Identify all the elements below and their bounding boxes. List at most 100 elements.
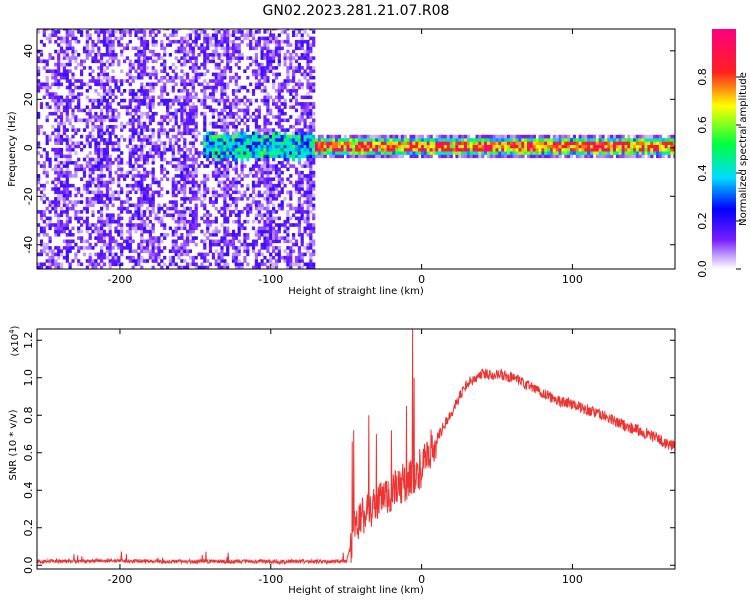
spectrogram-cell (94, 125, 98, 129)
spectrogram-cell (191, 223, 195, 227)
spectrogram-cell (226, 151, 230, 155)
spectrogram-cell (65, 105, 69, 109)
spectrogram-cell (406, 144, 410, 149)
y-tick-label: 40 (22, 44, 35, 58)
spectrogram-cell (191, 226, 195, 231)
spectrogram-cell (125, 242, 129, 247)
spectrogram-cell (100, 111, 104, 116)
spectrogram-cell (303, 138, 307, 142)
spectrogram-cell (74, 210, 78, 214)
spectrogram-cell (234, 43, 238, 47)
spectrogram-cell (375, 141, 379, 145)
spectrogram-cell (217, 229, 221, 234)
spectrogram-cell (85, 95, 89, 100)
spectrogram-cell (117, 79, 121, 83)
spectrogram-cell (105, 105, 109, 109)
spectrogram-cell (300, 128, 304, 132)
spectrogram-cell (263, 144, 267, 149)
spectrogram-cell (481, 154, 485, 159)
spectrogram-cell (80, 141, 84, 145)
spectrogram-cell (82, 187, 87, 191)
spectrogram-cell (223, 164, 227, 168)
spectrogram-cell (194, 180, 198, 185)
spectrogram-cell (372, 138, 376, 142)
spectrogram-cell (524, 141, 528, 145)
spectrogram-cell (48, 134, 52, 139)
spectrogram-cell (263, 95, 267, 100)
spectrogram-cell (231, 141, 236, 145)
spectrogram-cell (366, 154, 370, 159)
spectrogram-cell (65, 98, 69, 103)
spectrogram-cell (97, 33, 101, 37)
spectrogram-cell (260, 98, 264, 103)
spectrogram-cell (94, 118, 98, 123)
spectrogram-cell (145, 95, 150, 100)
spectrogram-cell (128, 118, 132, 123)
spectrogram-cell (231, 151, 236, 155)
spectrogram-cell (54, 164, 58, 168)
spectrogram-cell (306, 56, 310, 60)
spectrogram-cell (151, 252, 155, 257)
spectrogram-cell (300, 252, 304, 257)
spectrogram-cell (74, 216, 78, 221)
spectrogram-cell (214, 249, 218, 253)
spectrogram-cell (157, 193, 161, 198)
spectrogram-cell (82, 66, 87, 70)
spectrogram-cell (277, 118, 281, 123)
spectrogram-cell (200, 239, 204, 244)
spectrogram-cell (102, 141, 107, 145)
spectrogram-cell (266, 59, 270, 64)
spectrogram-cell (59, 82, 64, 87)
spectrogram-cell (191, 30, 195, 34)
spectrogram-cell (306, 66, 310, 70)
spectrogram-cell (575, 151, 579, 155)
spectrogram-cell (303, 118, 307, 123)
spectrogram-cell (231, 190, 236, 195)
spectrogram-cell (80, 210, 84, 214)
spectrogram-cell (246, 206, 250, 211)
spectrogram-cell (300, 216, 304, 221)
spectrogram-cell (289, 134, 293, 139)
spectrogram-cell (137, 180, 141, 185)
spectrogram-cell (140, 187, 144, 191)
spectrogram-cell (332, 154, 336, 159)
spectrogram-cell (320, 134, 324, 139)
spectrogram-cell (160, 219, 164, 224)
spectrogram-cell (183, 125, 187, 129)
spectrogram-cell (111, 144, 115, 149)
spectrogram-cell (343, 138, 347, 142)
spectrogram-cell (134, 131, 138, 136)
spectrogram-cell (114, 125, 118, 129)
spectrogram-cell (154, 213, 158, 217)
spectrogram-cell (171, 128, 175, 132)
spectrogram-cell (65, 69, 69, 73)
spectrogram-cell (77, 262, 81, 267)
spectrogram-cell (197, 252, 201, 257)
spectrogram-cell (277, 246, 281, 250)
spectrogram-cell (137, 216, 141, 221)
spectrogram-cell (191, 39, 195, 44)
spectrogram-cell (217, 39, 221, 44)
spectrogram-cell (243, 115, 247, 119)
spectrogram-cell (197, 183, 201, 188)
spectrogram-cell (217, 180, 221, 185)
spectrogram-cell (615, 154, 620, 159)
spectrogram-cell (137, 174, 141, 178)
spectrogram-cell (137, 121, 141, 126)
spectrogram-cell (208, 144, 213, 149)
spectrogram-cell (145, 197, 150, 201)
spectrogram-cell (151, 30, 155, 34)
spectrogram-cell (145, 59, 150, 64)
spectrogram-cell (280, 170, 284, 175)
spectrogram-cell (552, 147, 556, 152)
spectrogram-cell (211, 89, 215, 93)
spectrogram-cell (137, 72, 141, 77)
spectrogram-cell (91, 49, 95, 54)
spectrogram-cell (148, 151, 152, 155)
spectrogram-cell (183, 206, 187, 211)
spectrogram-cell (77, 62, 81, 67)
spectrogram-cell (168, 200, 172, 204)
spectrogram-cell (231, 183, 236, 188)
spectrogram-cell (120, 79, 124, 83)
spectrogram-cell (237, 252, 241, 257)
